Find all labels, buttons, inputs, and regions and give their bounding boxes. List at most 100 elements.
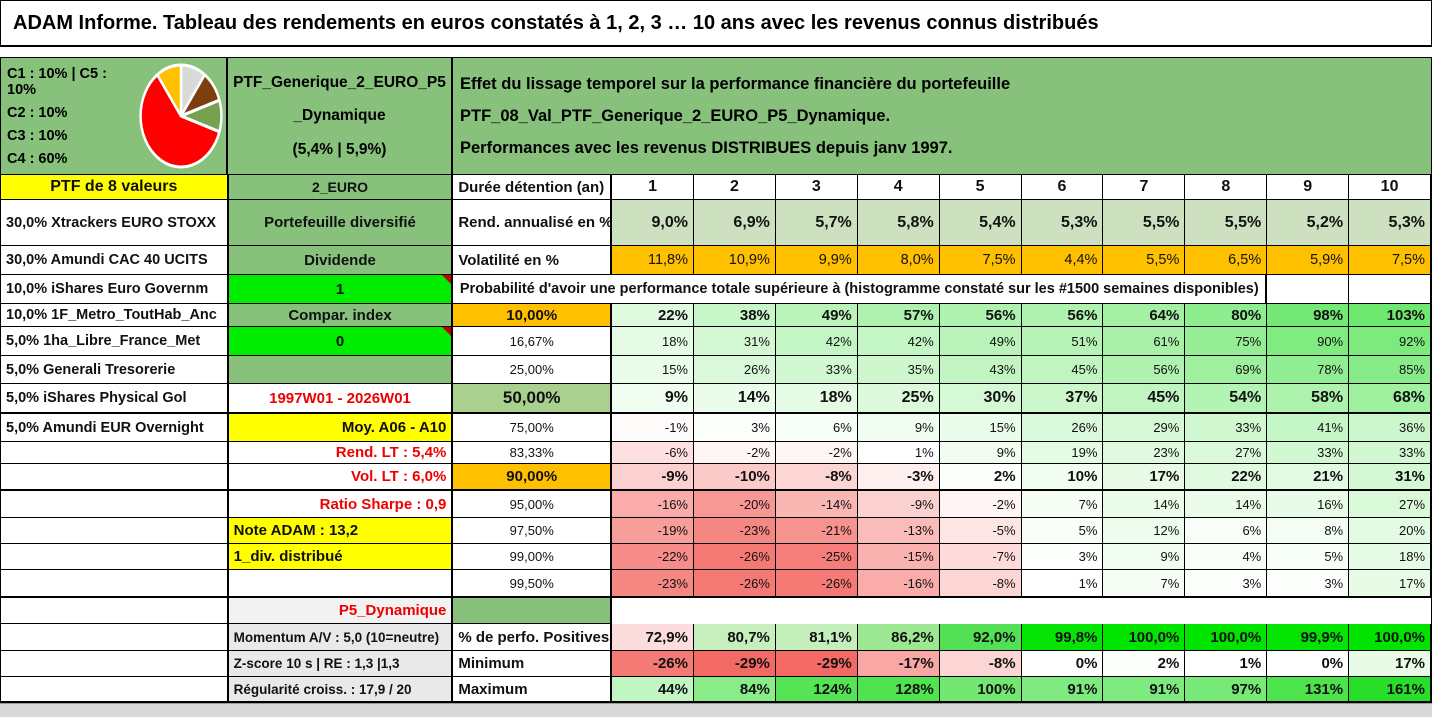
- data-cell[interactable]: 2: [694, 175, 776, 200]
- left-empty-cell[interactable]: [1, 464, 229, 489]
- data-cell[interactable]: 99,9%: [1267, 624, 1350, 651]
- data-cell[interactable]: 9,0%: [612, 200, 694, 246]
- left-empty-cell[interactable]: [1, 491, 229, 518]
- data-cell[interactable]: -14%: [775, 491, 858, 518]
- row-label-cell[interactable]: % de perfo. Positives: [453, 624, 613, 651]
- data-cell[interactable]: 69%: [1185, 356, 1268, 384]
- info-cell[interactable]: Dividende: [228, 246, 454, 275]
- data-cell[interactable]: 36%: [1349, 414, 1432, 442]
- data-cell[interactable]: 90%: [1267, 327, 1350, 356]
- data-cell[interactable]: -16%: [612, 491, 694, 518]
- data-cell[interactable]: 9,9%: [775, 246, 858, 275]
- data-cell[interactable]: 5,5%: [1185, 200, 1268, 246]
- data-cell[interactable]: 51%: [1021, 327, 1104, 356]
- data-cell[interactable]: 56%: [939, 304, 1022, 327]
- data-cell[interactable]: 0%: [1267, 651, 1350, 677]
- description-cell[interactable]: Effet du lissage temporel sur la perform…: [453, 58, 1432, 174]
- data-cell[interactable]: 103%: [1349, 304, 1432, 327]
- row-label-cell[interactable]: 83,33%: [453, 442, 613, 464]
- data-cell[interactable]: 5,5%: [1103, 246, 1186, 275]
- data-cell[interactable]: -29%: [694, 651, 776, 677]
- data-cell[interactable]: -23%: [612, 570, 694, 596]
- row-label-cell[interactable]: 99,50%: [453, 570, 613, 596]
- data-cell[interactable]: 5,5%: [1103, 200, 1186, 246]
- data-cell[interactable]: -26%: [694, 544, 776, 570]
- data-cell[interactable]: 7%: [1021, 491, 1104, 518]
- data-cell[interactable]: 100,0%: [1185, 624, 1268, 651]
- left-empty-cell[interactable]: [1, 570, 229, 596]
- info-cell[interactable]: Moy. A06 - A10: [228, 414, 454, 442]
- prob-span-cell[interactable]: Probabilité d'avoir une performance tota…: [453, 275, 1268, 304]
- data-cell[interactable]: 92%: [1349, 327, 1432, 356]
- data-cell[interactable]: 5: [939, 175, 1022, 200]
- data-cell[interactable]: 124%: [775, 677, 858, 701]
- data-cell[interactable]: 56%: [1021, 304, 1104, 327]
- data-cell[interactable]: 1: [612, 175, 694, 200]
- row-label-cell[interactable]: Rend. annualisé en %: [453, 200, 613, 246]
- row-label-cell[interactable]: Volatilité en %: [453, 246, 613, 275]
- asset-cell[interactable]: PTF de 8 valeurs: [1, 175, 229, 200]
- allocation-legend-cell[interactable]: C1 : 10% | C5 : 10% C2 : 10% C3 : 10% C4…: [0, 58, 228, 174]
- data-cell[interactable]: 6%: [775, 414, 858, 442]
- data-cell[interactable]: 33%: [1185, 414, 1268, 442]
- data-cell[interactable]: 35%: [857, 356, 940, 384]
- data-cell[interactable]: 5%: [1267, 544, 1350, 570]
- data-cell[interactable]: 68%: [1349, 384, 1432, 412]
- data-cell[interactable]: 97%: [1185, 677, 1268, 701]
- data-cell[interactable]: 42%: [857, 327, 940, 356]
- data-cell[interactable]: 4,4%: [1021, 246, 1104, 275]
- data-cell[interactable]: [1267, 275, 1350, 304]
- row-label-cell[interactable]: 99,00%: [453, 544, 613, 570]
- data-cell[interactable]: 57%: [857, 304, 940, 327]
- data-cell[interactable]: 72,9%: [612, 624, 694, 651]
- portfolio-name-cell[interactable]: PTF_Generique_2_EURO_P5 _Dynamique (5,4%…: [228, 58, 453, 174]
- data-cell[interactable]: 9%: [612, 384, 694, 412]
- info-cell[interactable]: 1: [228, 275, 454, 304]
- data-cell[interactable]: 3: [775, 175, 858, 200]
- data-cell[interactable]: 9%: [939, 442, 1022, 464]
- data-cell[interactable]: -26%: [694, 570, 776, 596]
- info-cell[interactable]: Rend. LT : 5,4%: [228, 442, 454, 464]
- data-cell[interactable]: -26%: [775, 570, 858, 596]
- data-cell[interactable]: -2%: [775, 442, 858, 464]
- data-cell[interactable]: 5,2%: [1267, 200, 1350, 246]
- info-cell[interactable]: 2_EURO: [228, 175, 454, 200]
- data-cell[interactable]: -19%: [612, 518, 694, 544]
- data-cell[interactable]: -8%: [939, 570, 1022, 596]
- data-cell[interactable]: -17%: [857, 651, 940, 677]
- data-cell[interactable]: 5,3%: [1349, 200, 1432, 246]
- data-cell[interactable]: 15%: [612, 356, 694, 384]
- data-cell[interactable]: 81,1%: [775, 624, 858, 651]
- page-title[interactable]: ADAM Informe. Tableau des rendements en …: [0, 0, 1432, 47]
- left-empty-cell[interactable]: [1, 518, 229, 544]
- data-cell[interactable]: -2%: [694, 442, 776, 464]
- data-cell[interactable]: 16%: [1267, 491, 1350, 518]
- data-cell[interactable]: 3%: [1021, 544, 1104, 570]
- asset-cell[interactable]: 5,0% Amundi EUR Overnight: [1, 414, 229, 442]
- row-label-cell[interactable]: 16,67%: [453, 327, 613, 356]
- row-label-cell[interactable]: 90,00%: [453, 464, 613, 489]
- data-cell[interactable]: 131%: [1267, 677, 1350, 701]
- data-cell[interactable]: 85%: [1349, 356, 1432, 384]
- data-cell[interactable]: 80%: [1185, 304, 1268, 327]
- asset-cell[interactable]: 10,0% iShares Euro Governm: [1, 275, 229, 304]
- data-cell[interactable]: -16%: [857, 570, 940, 596]
- left-empty-cell[interactable]: [1, 624, 229, 651]
- data-cell[interactable]: 33%: [1267, 442, 1350, 464]
- data-cell[interactable]: 9%: [1103, 544, 1186, 570]
- data-cell[interactable]: -26%: [612, 651, 694, 677]
- data-cell[interactable]: 5,7%: [775, 200, 858, 246]
- data-cell[interactable]: 22%: [1185, 464, 1268, 489]
- data-cell[interactable]: 45%: [1021, 356, 1104, 384]
- row-label-cell[interactable]: Maximum: [453, 677, 613, 701]
- data-cell[interactable]: 10,9%: [694, 246, 776, 275]
- asset-cell[interactable]: 5,0% Generali Tresorerie: [1, 356, 229, 384]
- data-cell[interactable]: -23%: [694, 518, 776, 544]
- row-label-cell[interactable]: Durée détention (an): [453, 175, 613, 200]
- data-cell[interactable]: 15%: [939, 414, 1022, 442]
- data-cell[interactable]: 21%: [1267, 464, 1350, 489]
- data-cell[interactable]: 9%: [857, 414, 940, 442]
- asset-cell[interactable]: 5,0% iShares Physical Gol: [1, 384, 229, 412]
- data-cell[interactable]: 128%: [857, 677, 940, 701]
- data-cell[interactable]: 99,8%: [1021, 624, 1104, 651]
